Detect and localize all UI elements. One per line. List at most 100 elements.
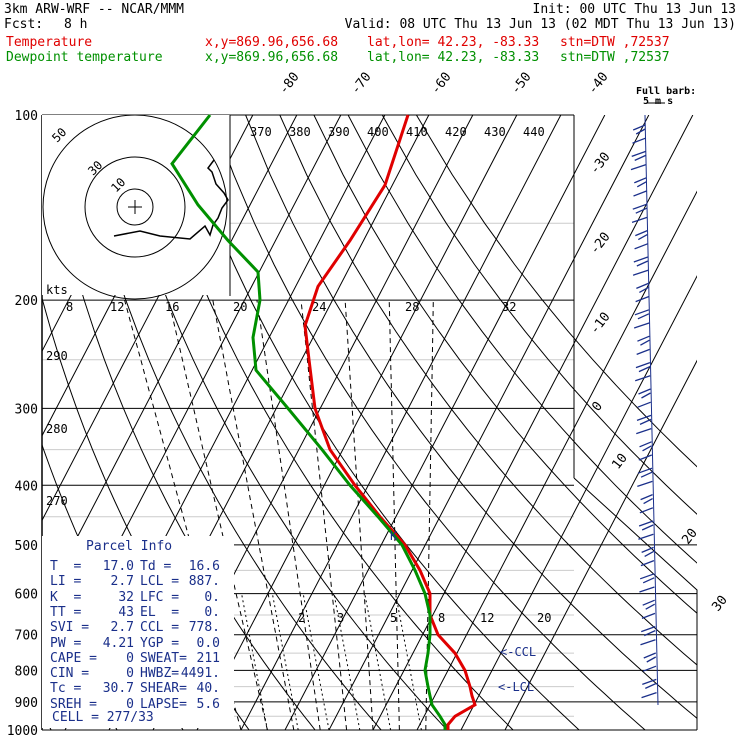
isotherm-label: 10 [609,451,630,473]
dry-adiabat [347,115,697,564]
mixing-ratio-low-label: 8 [438,611,445,625]
isotherm-line [460,275,697,730]
parcel-value: 4491. [180,666,220,682]
parcel-info-title: Parcel Info [86,539,173,554]
wind-barb [631,150,646,158]
isotherm-line [416,190,697,730]
parcel-label: K = [50,589,82,605]
mixing-ratio-label: 16 [165,300,179,314]
isotherm-label: 0 [589,399,606,414]
theta-label: 370 [250,125,272,139]
barb-staff [644,114,659,706]
wind-barb-tick [645,682,657,689]
isotherm-line [504,359,697,730]
theta-label: 400 [367,125,389,139]
hodograph-trace [113,159,229,240]
wind-barb [633,190,647,197]
parcel-value: 32 [118,589,134,605]
theta-label: 390 [328,125,350,139]
parcel-value: 17.0 [102,559,134,574]
dry-adiabat-label: 280 [46,422,68,436]
parcel-label: CIN = [50,666,90,682]
parcel-value: 0 [126,650,134,666]
wind-barb-tick [641,524,654,531]
wind-barb [637,401,651,408]
wind-barb-tick [637,234,648,241]
parcel-label: SREH = [50,696,97,712]
mixing-ratio-label: 12 [110,300,124,314]
mixing-ratio-label: 20 [233,300,247,314]
pressure-label: 400 [15,479,38,494]
ccl-marker: <-CCL [500,645,537,659]
parcel-value: 887. [188,574,220,590]
wind-barb [634,309,650,316]
mixing-ratio-low-label: 2 [298,611,305,625]
mixing-ratio-line [364,593,392,730]
hodograph-ring [116,188,154,226]
pressure-label: 800 [15,664,38,679]
wind-barb [634,243,648,250]
wind-barb-tick [640,339,650,346]
wind-barb [641,612,656,620]
lcl-marker: <-LCL [498,680,535,694]
parcel-label: SVI = [50,620,90,636]
wind-barb [642,599,655,606]
wind-barb [632,124,646,131]
wind-barb [635,295,649,303]
wind-barb-tick [643,630,656,637]
isotherm-label: -60 [428,70,454,98]
pressure-label: 500 [15,539,38,554]
parcel-label: YGP = [140,635,180,651]
dry-adiabat [381,115,697,515]
wind-barb [631,216,648,224]
wind-barb [641,625,656,633]
model-title: 3km ARW-WRF -- NCAR/MMM [4,2,185,17]
wind-barb [636,414,652,422]
wind-barb [634,177,647,184]
pressure-label: 100 [15,109,38,124]
theta-label: 430 [484,125,506,139]
wind-barb [633,322,650,329]
hodograph-ring [84,156,186,258]
isotherm-label: -50 [508,70,534,98]
wind-barb [642,678,657,686]
parcel-label: CAPE = [50,650,97,666]
barb-legend-value: 5 m s [643,96,674,107]
wind-barb-tick [641,392,651,399]
wind-barb [632,137,646,144]
parcel-value: 2.7 [110,620,134,636]
wind-barb [641,546,654,554]
wind-barb [635,230,648,237]
dry-adiabat [176,115,580,730]
wind-barb-tick [643,498,653,505]
isotherm-label: 30 [709,593,730,615]
pressure-label: 300 [15,402,38,417]
temperature-field-stn: stn=DTW ,72537 [560,35,670,50]
isotherm-label: -80 [276,70,302,98]
isotherm-label: -30 [587,150,613,178]
wind-barb [639,507,654,514]
isotherm-label: -20 [587,230,613,258]
parcel-value: 0. [204,604,220,620]
wind-barb [642,665,657,672]
forecast-label: Fcst: [4,17,44,32]
mixing-ratio-low-label: 3 [337,611,344,625]
temperature-field-latlon: lat,lon= 42.23, -83.33 [367,35,540,50]
isotherm-line [372,115,694,730]
mixing-ratio-label: 28 [405,300,419,314]
mixing-ratio-line [395,593,422,730]
wind-barb [637,480,653,488]
dry-adiabat [279,115,697,666]
isotherm-line [328,115,650,730]
wind-barb [641,691,657,699]
isotherm-label: 20 [679,526,700,548]
dewpoint-field-stn: stn=DTW ,72537 [560,50,670,65]
dry-adiabat [313,115,697,614]
pressure-label: 700 [15,629,38,644]
parcel-value: 4.21 [102,635,134,651]
wind-barb [632,203,648,210]
wind-barb-tick [639,418,652,425]
isotherm-line [240,115,562,730]
